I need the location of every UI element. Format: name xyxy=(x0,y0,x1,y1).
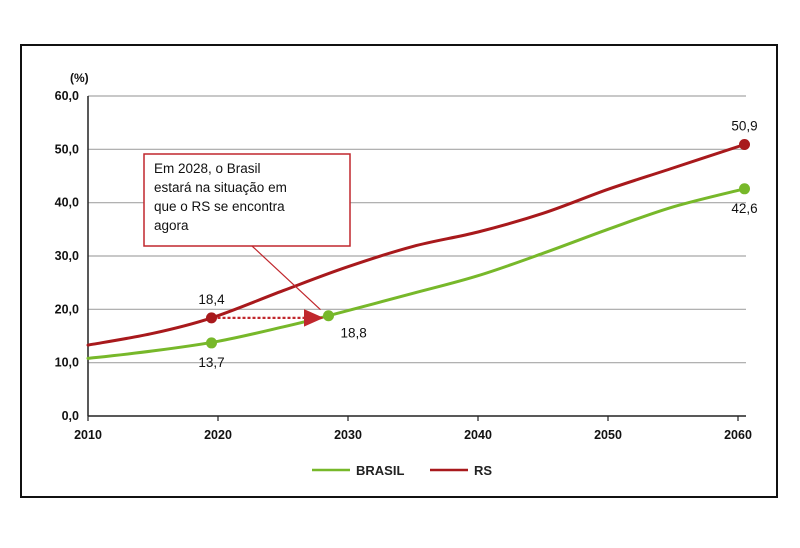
y-tick-label: 0,0 xyxy=(62,409,79,423)
line-chart: 0,0 10,0 20,0 30,0 40,0 50,0 60,0 (%) 2010 2020 20… xyxy=(55,71,758,478)
callout-pointer-line xyxy=(251,245,321,311)
x-tick-label: 2060 xyxy=(724,428,752,442)
marker-rs xyxy=(206,312,217,324)
x-tick-label: 2010 xyxy=(74,428,102,442)
callout-text-line: Em 2028, o Brasil xyxy=(154,161,261,176)
legend-label-rs: RS xyxy=(474,463,492,478)
marker-brasil xyxy=(206,337,217,349)
y-tick-label: 40,0 xyxy=(55,196,79,210)
marker-brasil xyxy=(739,183,750,195)
callout-text-line: agora xyxy=(154,218,189,233)
y-tick-label: 50,0 xyxy=(55,142,79,156)
marker-brasil xyxy=(323,310,334,322)
data-markers xyxy=(206,139,750,349)
callout-box xyxy=(143,153,351,247)
series-lines xyxy=(86,143,746,360)
callout-text-line: que o RS se encontra xyxy=(154,199,285,214)
y-unit-label: (%) xyxy=(70,71,89,85)
x-tick-label: 2040 xyxy=(464,428,492,442)
annotation-callout: Em 2028, o Brasil estará na situação em qu… xyxy=(143,153,351,327)
data-label: 18,8 xyxy=(341,326,367,341)
data-labels: 18,4 13,7 18,8 50,9 42,6 xyxy=(198,119,757,370)
x-tick-label: 2020 xyxy=(204,428,232,442)
data-label: 13,7 xyxy=(198,355,224,370)
data-label: 18,4 xyxy=(198,292,225,307)
chart-frame: 0,0 10,0 20,0 30,0 40,0 50,0 60,0 (%) 2010 2020 20… xyxy=(20,44,778,498)
y-tick-label: 60,0 xyxy=(55,89,79,103)
axes: 0,0 10,0 20,0 30,0 40,0 50,0 60,0 (%) 2010 2020 20… xyxy=(55,71,752,442)
marker-rs xyxy=(739,139,750,151)
x-tick-label: 2050 xyxy=(594,428,622,442)
y-tick-label: 20,0 xyxy=(55,302,79,316)
data-label: 50,9 xyxy=(731,119,757,134)
y-tick-label: 10,0 xyxy=(55,356,79,370)
callout-text-line: estará na situação em xyxy=(154,180,287,195)
series-line-rs xyxy=(86,143,746,347)
legend-label-brasil: BRASIL xyxy=(356,463,404,478)
legend: BRASIL RS xyxy=(312,463,492,478)
series-line-brasil xyxy=(86,187,746,360)
x-tick-label: 2030 xyxy=(334,428,362,442)
data-label: 42,6 xyxy=(731,201,757,216)
y-tick-label: 30,0 xyxy=(55,249,79,263)
